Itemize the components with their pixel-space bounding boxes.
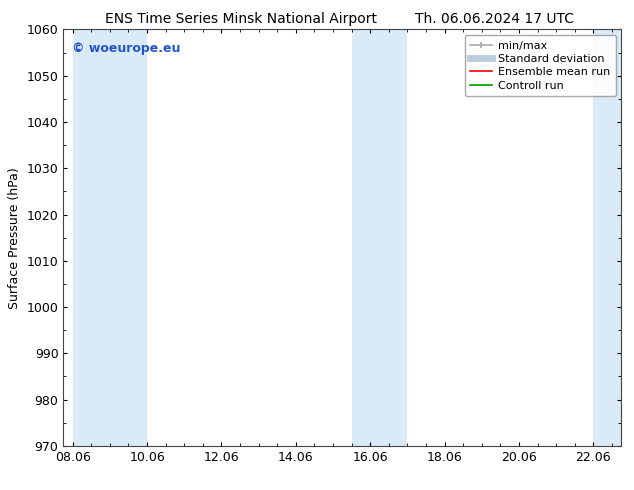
Legend: min/max, Standard deviation, Ensemble mean run, Controll run: min/max, Standard deviation, Ensemble me… xyxy=(465,35,616,96)
Bar xyxy=(352,29,408,446)
Text: ENS Time Series Minsk National Airport: ENS Time Series Minsk National Airport xyxy=(105,12,377,26)
Text: © woeurope.eu: © woeurope.eu xyxy=(72,42,180,55)
Bar xyxy=(73,29,147,446)
Bar xyxy=(593,29,621,446)
Y-axis label: Surface Pressure (hPa): Surface Pressure (hPa) xyxy=(8,167,21,309)
Text: Th. 06.06.2024 17 UTC: Th. 06.06.2024 17 UTC xyxy=(415,12,574,26)
